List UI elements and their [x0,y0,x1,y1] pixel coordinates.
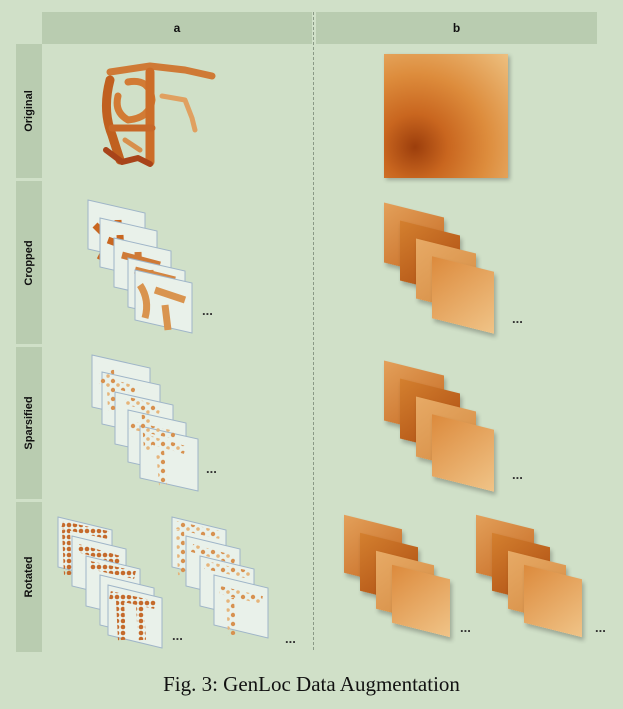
column-header-a: a [42,12,312,44]
rotated-point-cloud-stack-1 [57,516,163,649]
ellipsis-cropped-b: ... [512,311,523,326]
cropped-point-cloud-stack [87,199,193,334]
ellipsis-rotated-b1: ... [460,620,471,635]
row-header-original: Original [16,44,42,178]
ellipsis-rotated-a1: ... [172,628,183,643]
row-header-rotated: Rotated [16,502,42,652]
figure-caption: Fig. 3: GenLoc Data Augmentation [163,672,460,696]
rotated-point-cloud-stack-2 [171,516,269,639]
original-heatmap [384,54,508,178]
column-header-b: b [316,12,597,44]
original-point-cloud-map [102,62,216,167]
ellipsis-rotated-a2: ... [285,631,296,646]
sparsified-point-cloud-stack [91,354,199,492]
row-header-sparsified: Sparsified [16,347,42,499]
ellipsis-sparsified-a: ... [206,461,217,476]
column-divider [313,12,314,650]
ellipsis-rotated-b2: ... [595,620,606,635]
ellipsis-cropped-a: ... [202,303,213,318]
ellipsis-sparsified-b: ... [512,467,523,482]
row-header-cropped: Cropped [16,181,42,344]
